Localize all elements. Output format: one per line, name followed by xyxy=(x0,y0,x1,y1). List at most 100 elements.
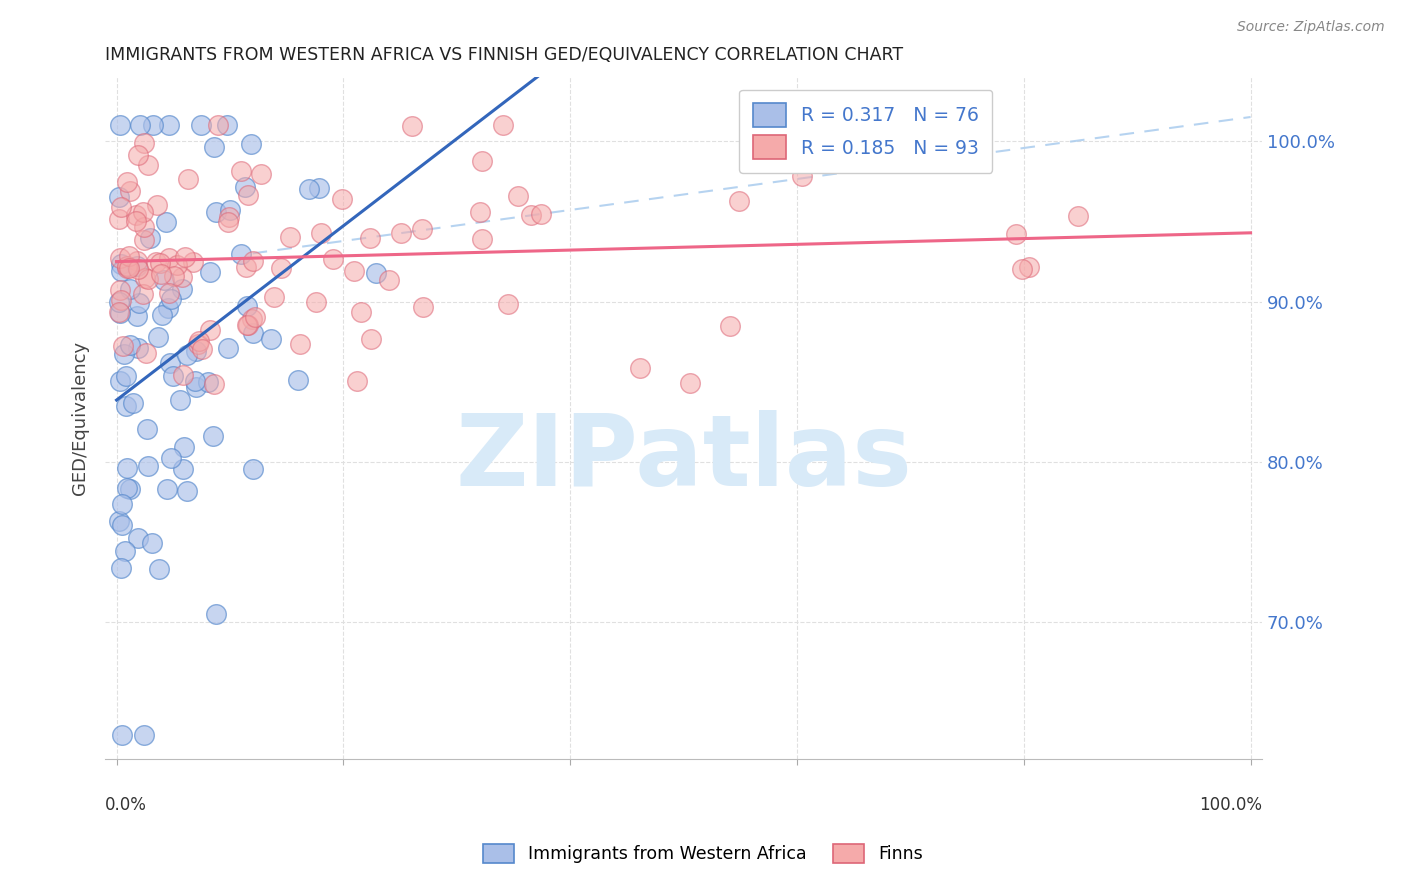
Point xyxy=(169,393,191,408)
Point xyxy=(343,263,366,277)
Point xyxy=(201,429,224,443)
Point xyxy=(236,299,259,313)
Point xyxy=(184,380,207,394)
Point xyxy=(236,318,259,333)
Point xyxy=(128,118,150,132)
Point xyxy=(679,376,702,390)
Legend: Immigrants from Western Africa, Finns: Immigrants from Western Africa, Finns xyxy=(477,837,929,870)
Point xyxy=(145,255,167,269)
Point xyxy=(115,259,138,273)
Point xyxy=(110,200,132,214)
Point xyxy=(239,137,262,152)
Point xyxy=(108,118,131,132)
Point xyxy=(191,342,214,356)
Point xyxy=(127,309,149,323)
Point xyxy=(322,252,344,266)
Point xyxy=(219,202,242,217)
Point xyxy=(128,296,150,310)
Point xyxy=(520,209,543,223)
Point xyxy=(108,514,131,528)
Point xyxy=(112,347,135,361)
Point xyxy=(330,192,353,206)
Point xyxy=(146,330,169,344)
Point xyxy=(120,337,142,351)
Point xyxy=(186,337,208,351)
Point xyxy=(134,219,156,234)
Point xyxy=(110,293,132,308)
Point xyxy=(111,728,134,742)
Point xyxy=(360,333,382,347)
Point xyxy=(136,422,159,436)
Point xyxy=(114,369,136,384)
Point xyxy=(215,118,238,132)
Point xyxy=(202,376,225,391)
Point xyxy=(389,226,412,240)
Point xyxy=(174,250,197,264)
Point xyxy=(134,136,156,150)
Point xyxy=(176,484,198,499)
Point xyxy=(628,360,651,375)
Point xyxy=(127,148,149,162)
Point xyxy=(288,336,311,351)
Point xyxy=(308,181,330,195)
Point xyxy=(309,226,332,240)
Point xyxy=(235,260,257,275)
Point xyxy=(139,230,162,244)
Point xyxy=(134,271,156,285)
Point xyxy=(245,310,267,325)
Point xyxy=(278,229,301,244)
Point xyxy=(118,260,141,275)
Point xyxy=(720,318,742,333)
Point xyxy=(378,272,401,286)
Point xyxy=(122,396,145,410)
Point xyxy=(135,346,157,360)
Point xyxy=(115,400,138,414)
Point xyxy=(108,283,131,297)
Point xyxy=(111,497,134,511)
Point xyxy=(364,266,387,280)
Point xyxy=(236,187,259,202)
Point xyxy=(229,163,252,178)
Point xyxy=(120,282,142,296)
Point xyxy=(190,118,212,132)
Point xyxy=(198,264,221,278)
Point xyxy=(173,441,195,455)
Point xyxy=(159,451,181,466)
Point xyxy=(471,232,494,246)
Point xyxy=(233,179,256,194)
Point xyxy=(125,259,148,273)
Point xyxy=(108,190,131,204)
Point xyxy=(149,268,172,282)
Text: ZIPatlas: ZIPatlas xyxy=(456,410,912,508)
Point xyxy=(202,139,225,153)
Point xyxy=(115,460,138,475)
Point xyxy=(242,462,264,476)
Point xyxy=(260,332,283,346)
Point xyxy=(127,531,149,545)
Point xyxy=(172,368,194,382)
Point xyxy=(172,462,194,476)
Point xyxy=(1004,227,1026,241)
Point xyxy=(1011,262,1033,277)
Point xyxy=(235,318,257,332)
Point xyxy=(156,301,179,315)
Point xyxy=(125,208,148,222)
Point xyxy=(790,169,813,183)
Point xyxy=(152,308,174,322)
Point xyxy=(346,375,368,389)
Point xyxy=(155,482,177,496)
Point xyxy=(1067,209,1090,223)
Point xyxy=(159,292,181,306)
Point xyxy=(108,212,131,227)
Point xyxy=(136,271,159,285)
Point xyxy=(184,374,207,388)
Point xyxy=(118,482,141,496)
Point xyxy=(240,312,263,326)
Point xyxy=(136,458,159,473)
Point xyxy=(110,560,132,574)
Point xyxy=(152,273,174,287)
Point xyxy=(148,562,170,576)
Text: 0.0%: 0.0% xyxy=(105,797,148,814)
Point xyxy=(218,210,240,224)
Point xyxy=(125,214,148,228)
